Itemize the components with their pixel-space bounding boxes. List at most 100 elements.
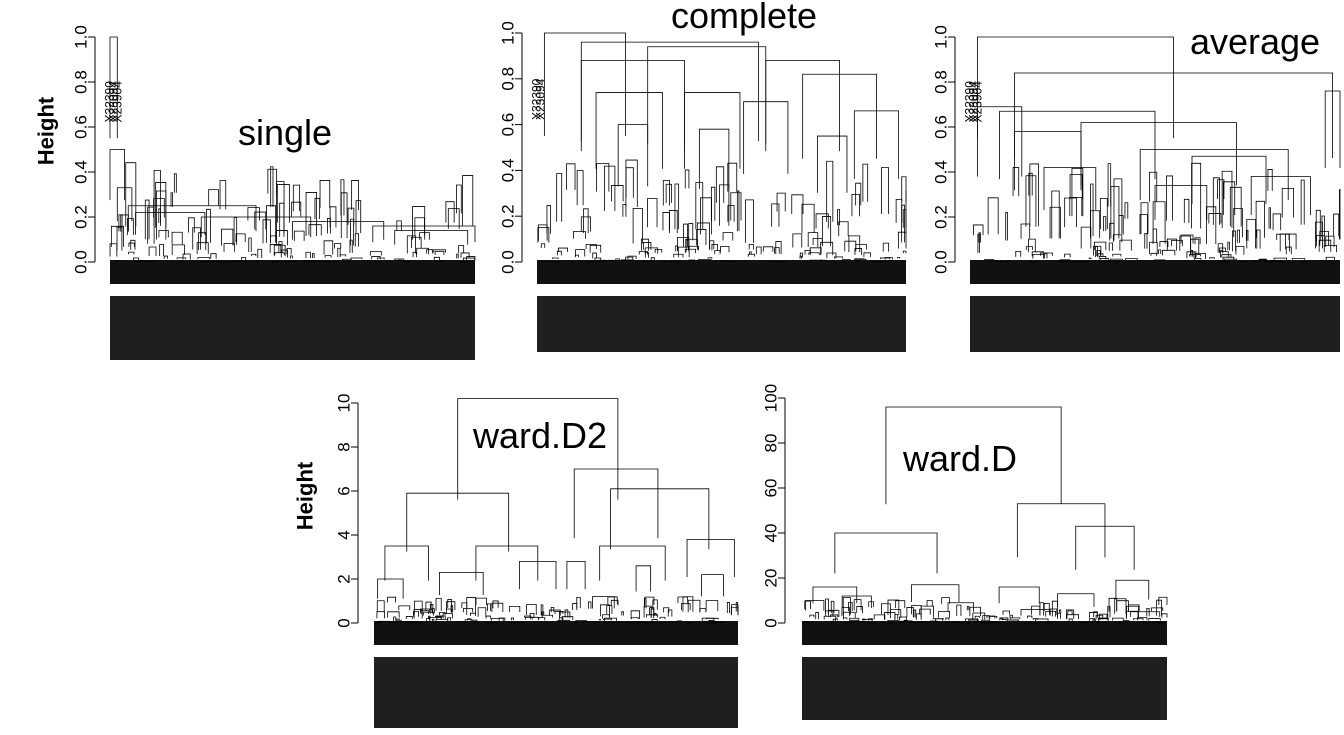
y-tick-label: 80 (762, 434, 781, 453)
minor-link (156, 190, 167, 240)
minor-link (466, 256, 476, 261)
dendrogram-merge (1154, 185, 1208, 220)
minor-link (1208, 213, 1222, 224)
minor-link (188, 217, 195, 233)
dendrogram-panel-ward.D2: 0 2 4 6 8 10 Height ward.D2 (293, 394, 739, 728)
minor-link (254, 211, 267, 230)
minor-link (774, 247, 780, 254)
minor-link (848, 235, 861, 253)
dendrogram-merge (377, 578, 404, 599)
outlier-leaf-label: X23094 (967, 81, 981, 123)
dendrogram-merge (580, 60, 685, 152)
panel-title: complete (671, 0, 817, 36)
y-axis-title: Height (34, 96, 59, 165)
minor-link (1233, 208, 1243, 238)
leaf-band (537, 260, 906, 284)
minor-link (1114, 598, 1127, 614)
minor-link (827, 609, 840, 618)
minor-link (884, 257, 893, 260)
minor-link (1285, 246, 1292, 255)
minor-link (941, 597, 950, 604)
minor-link (755, 246, 762, 255)
minor-link (1221, 170, 1233, 228)
minor-link (561, 616, 574, 621)
minor-link (898, 231, 907, 249)
minor-link (575, 249, 586, 257)
minor-link (834, 256, 843, 259)
minor-link (1209, 257, 1215, 259)
minor-link (862, 619, 872, 621)
minor-link (405, 616, 413, 620)
minor-link (807, 232, 819, 247)
minor-link (1321, 215, 1325, 238)
dendrogram-merge (292, 221, 385, 240)
minor-link (396, 619, 402, 622)
minor-link (815, 612, 819, 620)
minor-link (662, 180, 670, 206)
y-tick-label: 0.8 (499, 67, 518, 91)
minor-link (286, 247, 292, 255)
minor-link (580, 216, 591, 232)
minor-link (1221, 254, 1232, 258)
minor-link (1256, 229, 1261, 249)
minor-link (412, 251, 417, 258)
y-tick-label: 0.8 (932, 70, 951, 94)
minor-link (471, 619, 478, 623)
leaf-band (110, 260, 475, 284)
minor-link (809, 247, 822, 255)
dendrogram-merge (1130, 611, 1161, 617)
minor-link (556, 173, 563, 222)
minor-link (849, 617, 860, 621)
minor-link (1166, 175, 1173, 221)
minor-link (153, 198, 165, 218)
minor-link (340, 179, 345, 216)
dendrogram-merge (394, 230, 469, 245)
y-tick-label: 20 (762, 569, 781, 588)
minor-link (433, 256, 440, 261)
leaf-band (802, 621, 1167, 645)
minor-link (908, 621, 913, 623)
minor-link (436, 615, 446, 620)
dendrogram-merge (805, 600, 825, 611)
minor-link (223, 243, 235, 252)
minor-link (1125, 610, 1139, 620)
minor-link (1112, 617, 1124, 621)
y-axis-title: Height (293, 461, 318, 530)
minor-link (973, 224, 984, 236)
minor-link (248, 237, 252, 252)
minor-link (621, 611, 624, 616)
minor-link (559, 611, 571, 619)
minor-link (413, 611, 419, 617)
minor-link (176, 257, 187, 260)
minor-link (638, 251, 648, 255)
minor-link (350, 218, 355, 246)
minor-link (977, 233, 980, 253)
y-tick-label: 0.4 (932, 160, 951, 184)
minor-link (1044, 253, 1048, 259)
outlier-leaf-label: X32390 (963, 81, 977, 123)
minor-link (192, 227, 201, 250)
minor-link (651, 619, 658, 622)
minor-link (820, 259, 826, 262)
dendrogram-merge (686, 539, 735, 578)
y-tick-label: 0.6 (932, 115, 951, 139)
panel-title: ward.D2 (472, 415, 607, 456)
minor-link (147, 206, 155, 244)
minor-link (347, 207, 355, 225)
minor-link (1152, 228, 1158, 243)
y-tick-label: 100 (762, 384, 781, 412)
minor-link (257, 248, 263, 258)
minor-link (537, 617, 546, 621)
minor-link (337, 247, 341, 258)
minor-link (429, 604, 434, 614)
dendrogram-merge (635, 565, 652, 592)
minor-link (887, 620, 900, 622)
minor-link (416, 247, 430, 255)
minor-link (475, 597, 487, 606)
minor-link (492, 600, 499, 609)
minor-link (158, 208, 161, 223)
minor-link (428, 615, 431, 619)
minor-link (873, 614, 886, 620)
dendrogram-merge (1057, 593, 1095, 607)
